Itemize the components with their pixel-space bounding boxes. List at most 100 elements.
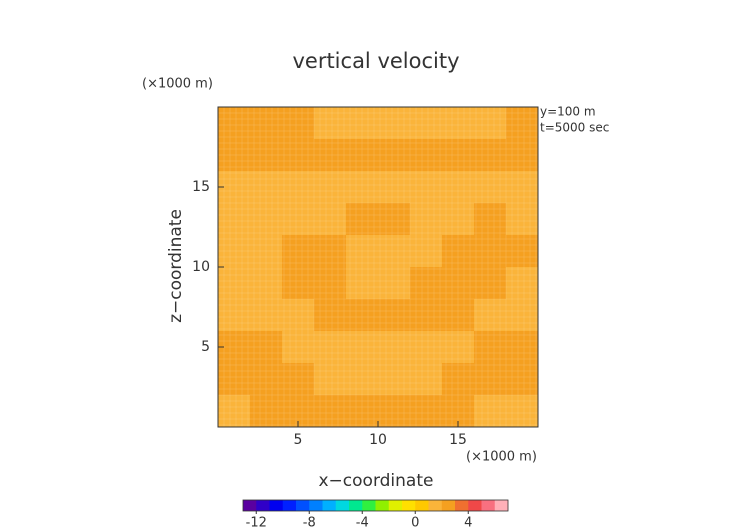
contour-cell	[474, 171, 507, 204]
y-tick-label: 15	[192, 179, 210, 195]
contour-cell	[474, 331, 507, 364]
contour-cell	[506, 203, 539, 236]
colorbar-swatch	[441, 500, 456, 511]
contour-cell	[282, 363, 315, 396]
contour-cell	[378, 235, 411, 268]
contour-cell	[250, 363, 283, 396]
contour-cell	[442, 267, 475, 300]
contour-cell	[474, 363, 507, 396]
contour-cell	[250, 235, 283, 268]
colorbar-swatch	[428, 500, 443, 511]
contour-cell	[378, 363, 411, 396]
contour-cell	[410, 363, 443, 396]
x-axis-label: x−coordinate	[319, 471, 434, 491]
colorbar-tick-label: -4	[356, 516, 369, 531]
contour-cell	[378, 203, 411, 236]
x-tick-label: 15	[449, 432, 467, 448]
contour-cell	[314, 203, 347, 236]
contour-cell	[314, 171, 347, 204]
contour-cell	[218, 363, 251, 396]
contour-cell	[250, 107, 283, 140]
contour-cell	[506, 139, 539, 172]
contour-cell	[282, 171, 315, 204]
contour-cell	[442, 235, 475, 268]
colorbar-swatch	[468, 500, 482, 511]
contour-cell	[250, 171, 283, 204]
contour-cell	[250, 395, 283, 428]
contour-cell	[442, 331, 475, 364]
contour-cell	[218, 267, 251, 300]
y-tick-label: 10	[192, 259, 210, 275]
contour-cell	[250, 299, 283, 332]
contour-cell	[410, 171, 443, 204]
contour-cell	[218, 107, 251, 140]
contour-cell	[314, 395, 347, 428]
contour-cell	[314, 139, 347, 172]
contour-cell	[506, 331, 539, 364]
contour-cell	[474, 107, 507, 140]
contour-cell	[346, 363, 379, 396]
contour-cell	[474, 267, 507, 300]
annotation: y=100 m	[540, 105, 596, 119]
contour-cell	[410, 107, 443, 140]
contour-cell	[218, 299, 251, 332]
contour-cell	[282, 235, 315, 268]
colorbar-tick-label: 0	[411, 516, 419, 531]
contour-cell	[346, 139, 379, 172]
contour-cell	[218, 139, 251, 172]
x-tick-label: 10	[369, 432, 387, 448]
colorbar-swatch	[349, 500, 363, 511]
contour-cell	[506, 171, 539, 204]
colorbar-swatch	[296, 500, 310, 511]
contour-cell	[442, 139, 475, 172]
colorbar-swatch	[415, 500, 429, 511]
y-tick-label: 5	[201, 339, 210, 355]
y-axis-label: z−coordinate	[166, 209, 186, 323]
contour-cell	[218, 235, 251, 268]
colorbar-swatch	[322, 500, 337, 511]
y-unit: (×1000 m)	[142, 77, 213, 92]
contour-cell	[378, 299, 411, 332]
contour-cell	[218, 395, 251, 428]
contour-cell	[442, 107, 475, 140]
contour-cell	[314, 235, 347, 268]
colorbar-tick-label: -12	[246, 516, 267, 531]
contour-cell	[346, 203, 379, 236]
colorbar-swatch	[309, 500, 323, 511]
contour-cell	[282, 299, 315, 332]
contour-cell	[250, 331, 283, 364]
annotation: t=5000 sec	[540, 121, 609, 135]
colorbar-swatch	[256, 500, 270, 511]
colorbar-swatch	[494, 500, 509, 511]
contour-cell	[474, 139, 507, 172]
colorbar-swatch	[362, 500, 376, 511]
x-unit: (×1000 m)	[466, 450, 537, 465]
contour-cell	[378, 139, 411, 172]
contour-cell	[218, 203, 251, 236]
colorbar-tick-label: -8	[303, 516, 316, 531]
contour-cell	[378, 267, 411, 300]
colorbar-swatch	[375, 500, 390, 511]
contour-cell	[442, 363, 475, 396]
contour-cell	[410, 203, 443, 236]
contour-cell	[346, 171, 379, 204]
contour-cell	[250, 267, 283, 300]
contour-cell	[506, 235, 539, 268]
contour-cell	[282, 107, 315, 140]
contour-cell	[282, 203, 315, 236]
colorbar-swatch	[269, 500, 284, 511]
colorbar-tick-label: 4	[464, 516, 472, 531]
contour-cell	[282, 267, 315, 300]
contour-cell	[282, 331, 315, 364]
contour-cell	[506, 363, 539, 396]
contour-cell	[474, 235, 507, 268]
contour-cell	[474, 299, 507, 332]
contour-cell	[442, 299, 475, 332]
contour-cell	[346, 107, 379, 140]
contour-cell	[250, 139, 283, 172]
colorbar-swatch	[455, 500, 469, 511]
colorbar-frame	[242, 499, 509, 512]
contour-cell	[378, 331, 411, 364]
contour-cell	[314, 363, 347, 396]
contour-cell	[314, 331, 347, 364]
